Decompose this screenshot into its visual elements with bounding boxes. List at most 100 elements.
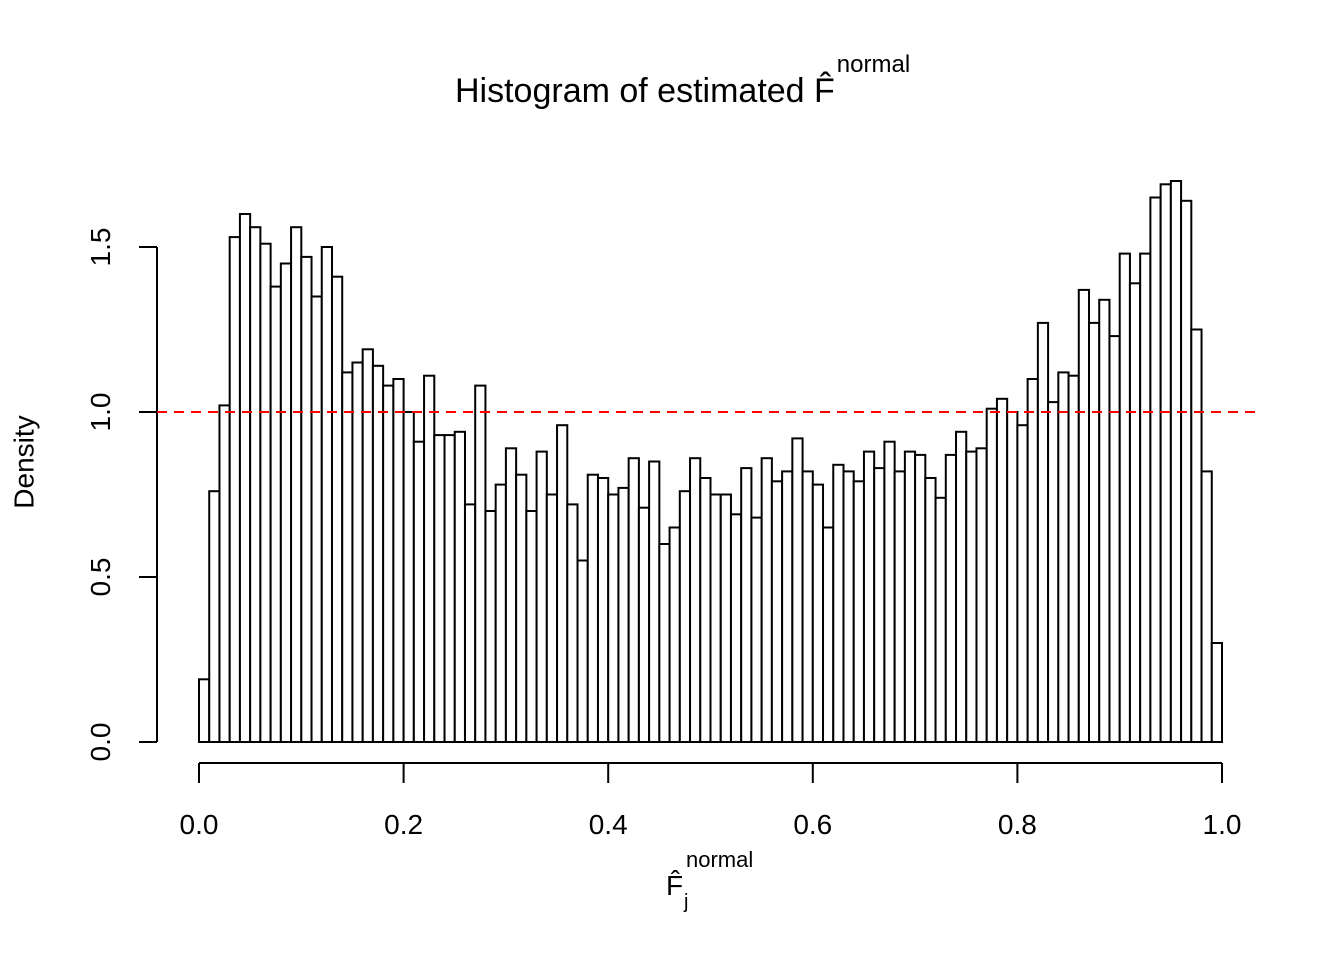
y-tick-label: 0.0 xyxy=(85,723,116,762)
bar xyxy=(361,348,374,743)
bar xyxy=(740,467,753,743)
x-tick-label: 0.0 xyxy=(180,809,219,840)
bar xyxy=(893,470,906,743)
bar xyxy=(228,236,241,743)
bar xyxy=(596,477,610,743)
bar xyxy=(290,226,303,743)
bar xyxy=(1128,282,1142,743)
bar xyxy=(985,407,998,743)
bar xyxy=(903,450,917,743)
bar xyxy=(443,434,456,743)
bar xyxy=(382,384,395,743)
bar xyxy=(862,450,876,743)
bar xyxy=(801,470,814,743)
bar xyxy=(914,453,927,743)
bar xyxy=(1098,298,1111,743)
y-tick-label: 0.5 xyxy=(85,558,116,597)
bar xyxy=(637,506,651,744)
bar xyxy=(1026,378,1039,743)
bar xyxy=(1108,335,1121,743)
bar xyxy=(822,526,835,743)
bar xyxy=(1036,321,1050,743)
bar xyxy=(781,470,794,743)
bar xyxy=(842,470,855,743)
bar xyxy=(494,483,507,743)
bar xyxy=(1159,183,1172,744)
x-label-superscript: normal xyxy=(686,847,753,872)
bar xyxy=(1190,328,1203,743)
bar xyxy=(689,457,702,743)
bar xyxy=(269,285,282,743)
bar xyxy=(341,371,354,743)
bar xyxy=(525,510,538,743)
bar xyxy=(1077,288,1091,743)
bar xyxy=(944,453,958,743)
bar xyxy=(924,477,937,743)
bar xyxy=(208,490,221,744)
bar xyxy=(760,457,773,743)
bar xyxy=(1057,371,1070,743)
bar xyxy=(1118,252,1131,743)
bar xyxy=(627,457,640,743)
bar xyxy=(576,559,589,743)
bar xyxy=(832,463,845,743)
x-tick-label: 0.8 xyxy=(998,809,1037,840)
bar xyxy=(392,378,405,743)
bar xyxy=(412,440,426,743)
bar xyxy=(351,361,364,743)
bar xyxy=(995,397,1009,743)
bar xyxy=(1088,321,1101,743)
bar xyxy=(249,226,262,743)
bar xyxy=(218,404,231,743)
bar xyxy=(1149,196,1162,743)
y-tick-label: 1.5 xyxy=(85,228,116,267)
bar xyxy=(545,493,559,743)
bar xyxy=(852,480,865,743)
bar xyxy=(556,424,569,743)
bar xyxy=(678,490,692,744)
bar xyxy=(1200,470,1213,743)
bar xyxy=(463,503,477,743)
bar xyxy=(1139,252,1152,743)
bar xyxy=(1067,374,1080,743)
bar xyxy=(423,374,436,743)
bar xyxy=(648,460,661,743)
bar xyxy=(750,516,763,743)
bar xyxy=(965,450,978,743)
bar xyxy=(320,246,333,743)
bar xyxy=(259,242,272,743)
bar xyxy=(955,430,968,743)
bar xyxy=(1180,199,1193,744)
y-tick-label: 1.0 xyxy=(85,393,116,432)
chart-title: Histogram of estimated F̂normal xyxy=(455,51,910,110)
bar xyxy=(934,496,947,743)
bar xyxy=(1006,411,1019,743)
x-label-main: F̂ xyxy=(666,870,683,901)
bar xyxy=(279,262,293,743)
bar xyxy=(1047,401,1060,743)
bar xyxy=(699,477,712,743)
bar xyxy=(566,503,579,743)
bar xyxy=(883,440,896,743)
bar xyxy=(729,513,743,743)
bar xyxy=(709,493,722,743)
title-main: Histogram of estimated F̂ xyxy=(455,71,835,110)
bar xyxy=(586,473,599,743)
bar xyxy=(515,473,528,743)
bar xyxy=(433,434,446,743)
x-label-subscript: j xyxy=(683,891,688,913)
x-tick-label: 0.4 xyxy=(589,809,628,840)
bar xyxy=(658,543,671,743)
bar xyxy=(1210,642,1224,743)
x-axis-label: F̂j normal xyxy=(666,847,753,913)
bar xyxy=(402,411,415,743)
bar xyxy=(504,447,518,743)
bar xyxy=(484,510,497,743)
bar xyxy=(1016,424,1029,743)
bar xyxy=(238,213,252,743)
bar xyxy=(198,678,211,743)
bar xyxy=(770,480,784,743)
x-tick-label: 0.6 xyxy=(793,809,832,840)
